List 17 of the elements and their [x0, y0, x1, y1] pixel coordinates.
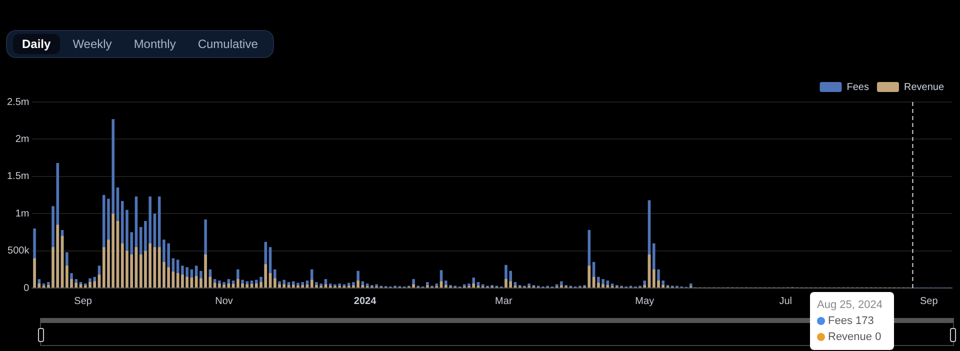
legend-label: Revenue [904, 82, 944, 93]
view-switcher: Daily Weekly Monthly Cumulative [6, 30, 274, 58]
x-tick-label: Mar [495, 296, 513, 307]
x-tick-label: May [635, 296, 654, 307]
y-tick-label: 1.5m [6, 171, 30, 182]
x-tick-label: Nov [215, 296, 233, 307]
x-tick-label: 2024 [354, 296, 377, 307]
x-tick-label: Jul [779, 296, 792, 307]
y-tick-label: 1m [15, 208, 30, 220]
x-tick-label: Sep [920, 296, 938, 307]
y-tick-label: 2.5m [6, 96, 30, 108]
y-tick-label: 500k [8, 246, 30, 257]
legend-label: Fees [846, 82, 869, 93]
tooltip-box: Aug 25, 2024 Fees 173 Revenue 0 [810, 292, 894, 350]
y-tick-label: 2m [15, 134, 30, 145]
x-tick-label: Sep [74, 296, 92, 307]
y-tick-label: 0 [24, 282, 30, 294]
